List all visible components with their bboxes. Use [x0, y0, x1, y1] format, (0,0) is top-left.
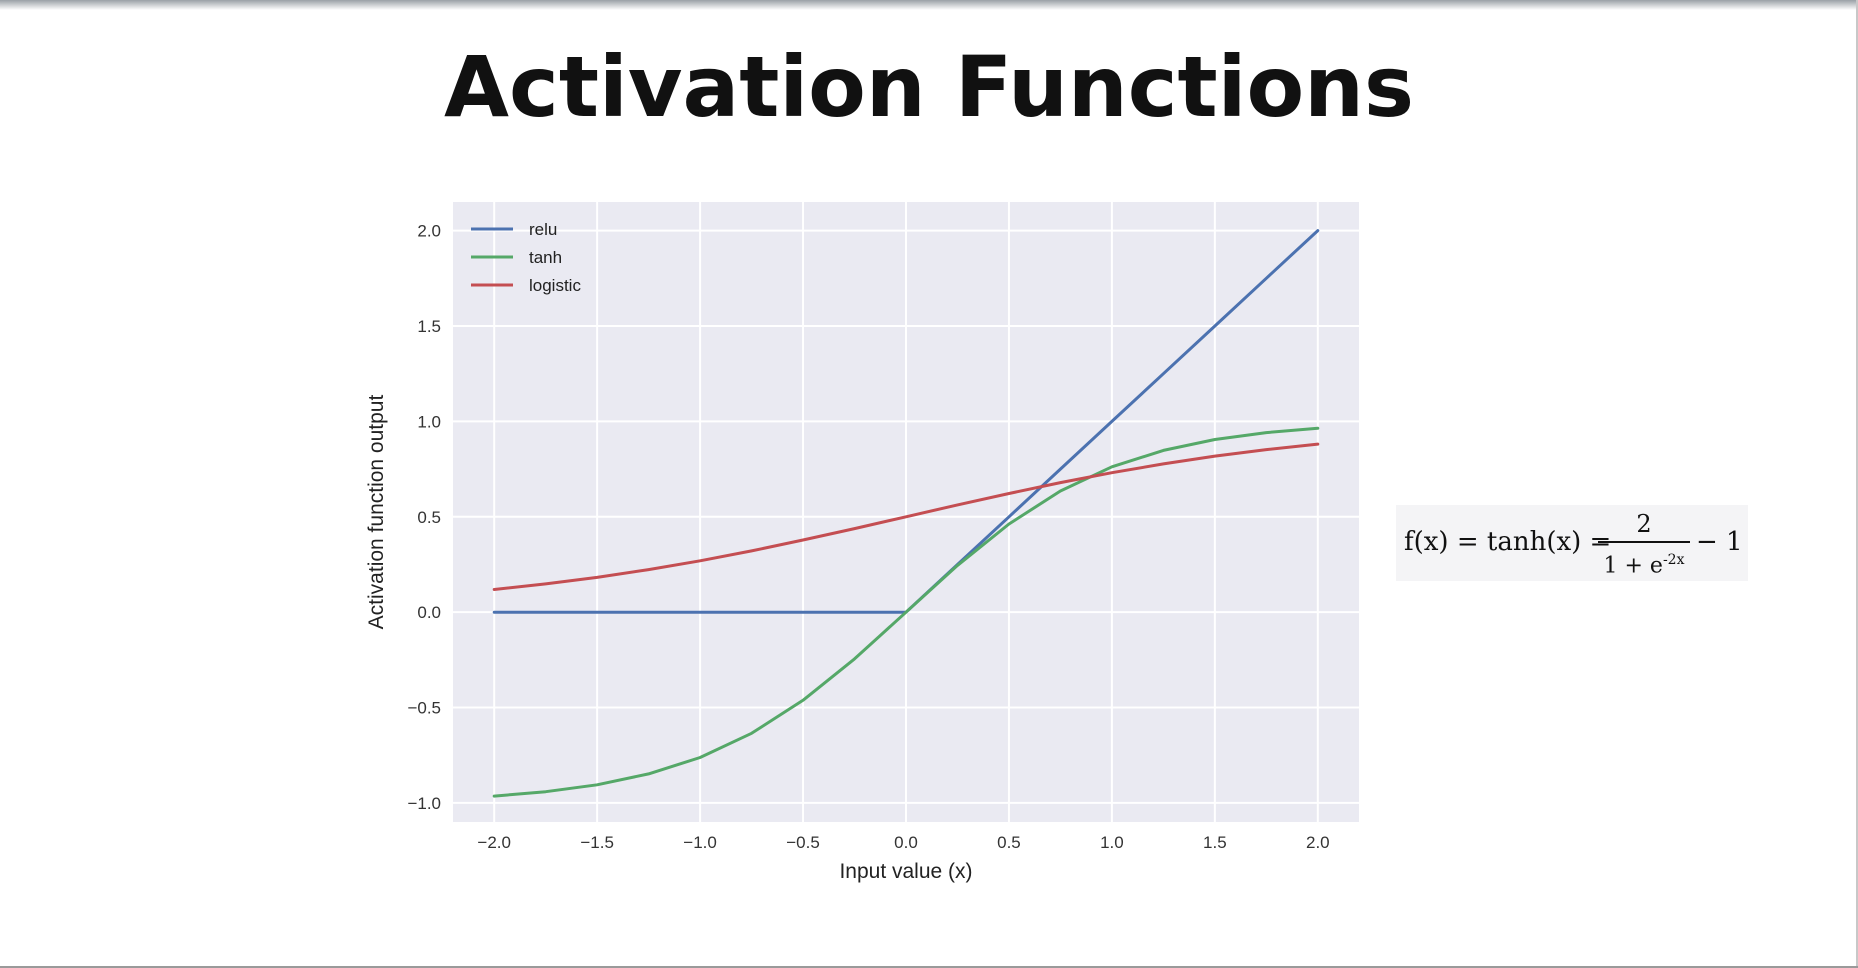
y-tick-label: −1.0 — [407, 794, 441, 813]
y-tick-label: 0.5 — [417, 508, 441, 527]
x-tick-label: 2.0 — [1306, 833, 1330, 852]
window-bottom-edge — [0, 966, 1858, 968]
formula-lhs: f(x) = tanh(x) = — [1404, 527, 1612, 557]
formula-fraction: 2 1 + e-2x — [1598, 509, 1690, 581]
formula-denominator: 1 + e-2x — [1598, 545, 1690, 581]
y-axis-label: Activation function output — [365, 395, 388, 630]
slide-title: Activation Functions — [444, 38, 1414, 136]
legend-label-logistic: logistic — [529, 276, 581, 295]
window-right-edge — [1856, 0, 1858, 968]
tanh-formula: f(x) = tanh(x) = 2 1 + e-2x − 1 — [1396, 505, 1748, 581]
series-line-logistic — [492, 442, 1320, 591]
legend-label-tanh: tanh — [529, 248, 562, 267]
x-tick-label: −2.0 — [477, 833, 511, 852]
x-axis-label: Input value (x) — [839, 860, 972, 883]
legend-label-relu: relu — [529, 220, 557, 239]
formula-denominator-exponent: -2x — [1662, 552, 1685, 568]
window-top-shadow — [0, 0, 1858, 10]
x-tick-label: 0.5 — [997, 833, 1021, 852]
y-tick-label: 1.5 — [417, 317, 441, 336]
y-tick-label: 1.0 — [417, 412, 441, 431]
x-tick-label: 1.0 — [1100, 833, 1124, 852]
x-tick-label: 0.0 — [894, 833, 918, 852]
formula-numerator: 2 — [1636, 510, 1652, 538]
x-tick-label: −0.5 — [786, 833, 820, 852]
y-tick-label: 0.0 — [417, 603, 441, 622]
x-tick-label: −1.5 — [580, 833, 614, 852]
formula-denominator-base: 1 + e — [1603, 553, 1663, 579]
series-line-tanh — [492, 426, 1320, 798]
y-tick-label: −0.5 — [407, 699, 441, 718]
formula-fraction-bar — [1598, 541, 1690, 543]
x-tick-label: −1.0 — [683, 833, 717, 852]
x-tick-label: 1.5 — [1203, 833, 1227, 852]
formula-rhs: − 1 — [1696, 527, 1743, 557]
y-tick-label: 2.0 — [417, 222, 441, 241]
